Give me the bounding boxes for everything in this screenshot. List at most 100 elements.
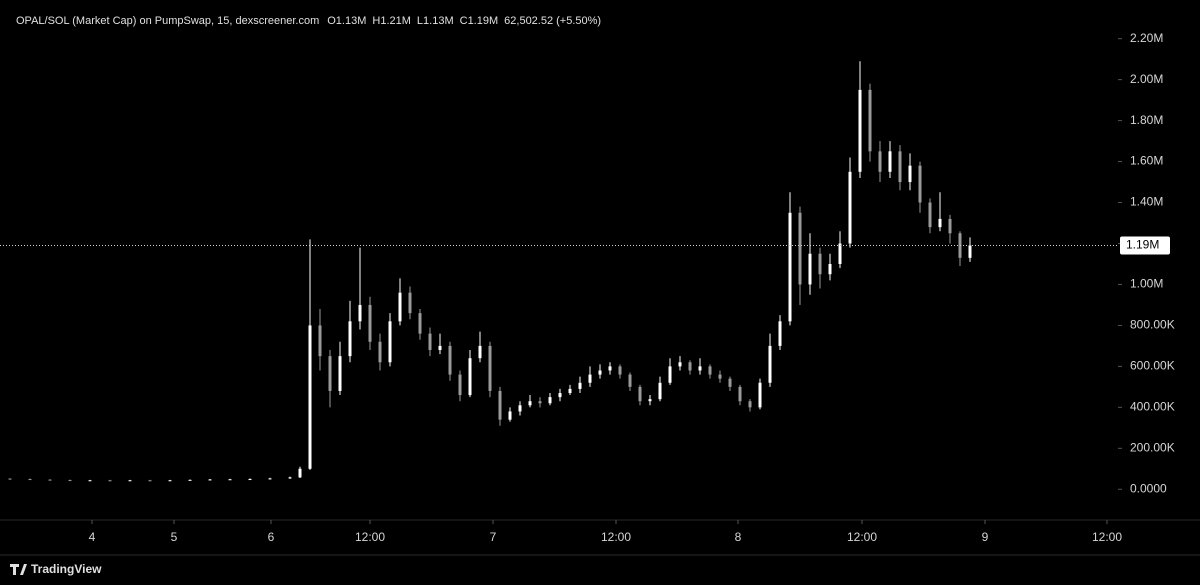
candle-body	[648, 399, 652, 402]
candle-body	[808, 253, 812, 285]
candle-body	[588, 374, 592, 383]
candle-body	[708, 366, 712, 375]
candle-body	[168, 480, 172, 482]
candle-body	[418, 313, 422, 334]
header: OPAL/SOL (Market Cap) on PumpSwap, 15, d…	[16, 15, 601, 27]
ohlc-legend-item: L1.13M	[417, 15, 454, 27]
x-tick-label: 5	[171, 530, 178, 544]
x-tick-label: 6	[268, 530, 275, 544]
candle-body	[668, 366, 672, 383]
candle-body	[688, 362, 692, 371]
candle-body	[618, 366, 622, 375]
candle-body	[28, 479, 32, 481]
y-tick-label: 1.40M	[1130, 195, 1163, 209]
candle-body	[598, 370, 602, 375]
candle-body	[918, 165, 922, 203]
candle-body	[768, 345, 772, 383]
candle-body	[928, 202, 932, 228]
candle-body	[348, 321, 352, 357]
candle-body	[968, 245, 972, 258]
x-tick-label: 9	[982, 530, 989, 544]
candle-body	[318, 325, 322, 357]
y-tick-label: 2.00M	[1130, 72, 1163, 86]
x-tick-label: 7	[490, 530, 497, 544]
y-tick-label: 400.00K	[1130, 400, 1175, 414]
candle-body	[938, 218, 942, 228]
candle-body	[838, 243, 842, 264]
candle-body	[568, 388, 572, 394]
candle-body	[208, 479, 212, 481]
candle-body	[288, 477, 292, 479]
candle-body	[88, 480, 92, 482]
candle-body	[728, 378, 732, 387]
candle-body	[548, 397, 552, 404]
x-tick-label: 12:00	[847, 530, 877, 544]
candle-body	[498, 390, 502, 420]
candle-body	[478, 345, 482, 359]
candle-body	[398, 292, 402, 322]
candle-body	[828, 263, 832, 275]
x-tick-label: 12:00	[601, 530, 631, 544]
candle-body	[438, 345, 442, 350]
candle-body	[228, 479, 232, 481]
candle-body	[758, 382, 762, 408]
candle-body	[698, 366, 702, 371]
y-tick-label: 800.00K	[1130, 318, 1175, 332]
candle-body	[898, 151, 902, 183]
candle-body	[378, 341, 382, 363]
candle-body	[148, 480, 152, 482]
candle-body	[798, 212, 802, 285]
candle-body	[268, 478, 272, 480]
candle-body	[778, 321, 782, 346]
last-price-label: 1.19M	[1126, 238, 1159, 252]
chart-title: OPAL/SOL (Market Cap) on PumpSwap, 15, d…	[16, 15, 319, 27]
candle-body	[948, 218, 952, 234]
candle-body	[308, 325, 312, 469]
candle-body	[858, 89, 862, 172]
logo-icon	[10, 564, 27, 575]
candle-body	[738, 386, 742, 402]
candle-body	[868, 89, 872, 152]
candle-body	[128, 480, 132, 482]
candle-body	[448, 345, 452, 375]
candle-body	[638, 386, 642, 402]
candle-body	[328, 356, 332, 391]
candle-body	[628, 374, 632, 387]
y-tick-label: 600.00K	[1130, 359, 1175, 373]
candle-body	[508, 411, 512, 420]
ohlc-legend-item: C1.19M	[460, 15, 499, 27]
candle-body	[528, 401, 532, 406]
candle-body	[538, 401, 542, 404]
ohlc-legend-item: 62,502.52 (+5.50%)	[504, 15, 601, 27]
candle-body	[518, 405, 522, 412]
candle-body	[298, 468, 302, 478]
candle-body	[878, 151, 882, 172]
candle-body	[358, 304, 362, 322]
x-tick-label: 12:00	[355, 530, 385, 544]
candle-body	[388, 321, 392, 363]
candle-body	[718, 374, 722, 379]
y-tick-label: 2.20M	[1130, 31, 1163, 45]
candle-body	[468, 358, 472, 396]
candle-body	[8, 478, 12, 480]
candle-body	[658, 382, 662, 400]
candle-body	[458, 374, 462, 396]
candle-body	[678, 362, 682, 367]
candle-body	[48, 479, 52, 481]
candle-body	[368, 304, 372, 342]
brand-name: TradingView	[31, 562, 102, 576]
candle-body	[428, 333, 432, 350]
y-tick-label: 0.0000	[1130, 481, 1167, 495]
candle-body	[578, 382, 582, 389]
candle-body	[338, 356, 342, 391]
x-tick-label: 4	[89, 530, 96, 544]
candle-body	[488, 345, 492, 391]
candle-body	[188, 479, 192, 481]
x-tick-label: 8	[735, 530, 742, 544]
candle-body	[788, 212, 792, 322]
candle-body	[848, 171, 852, 244]
candle-body	[818, 253, 822, 275]
candle-body	[68, 480, 72, 482]
